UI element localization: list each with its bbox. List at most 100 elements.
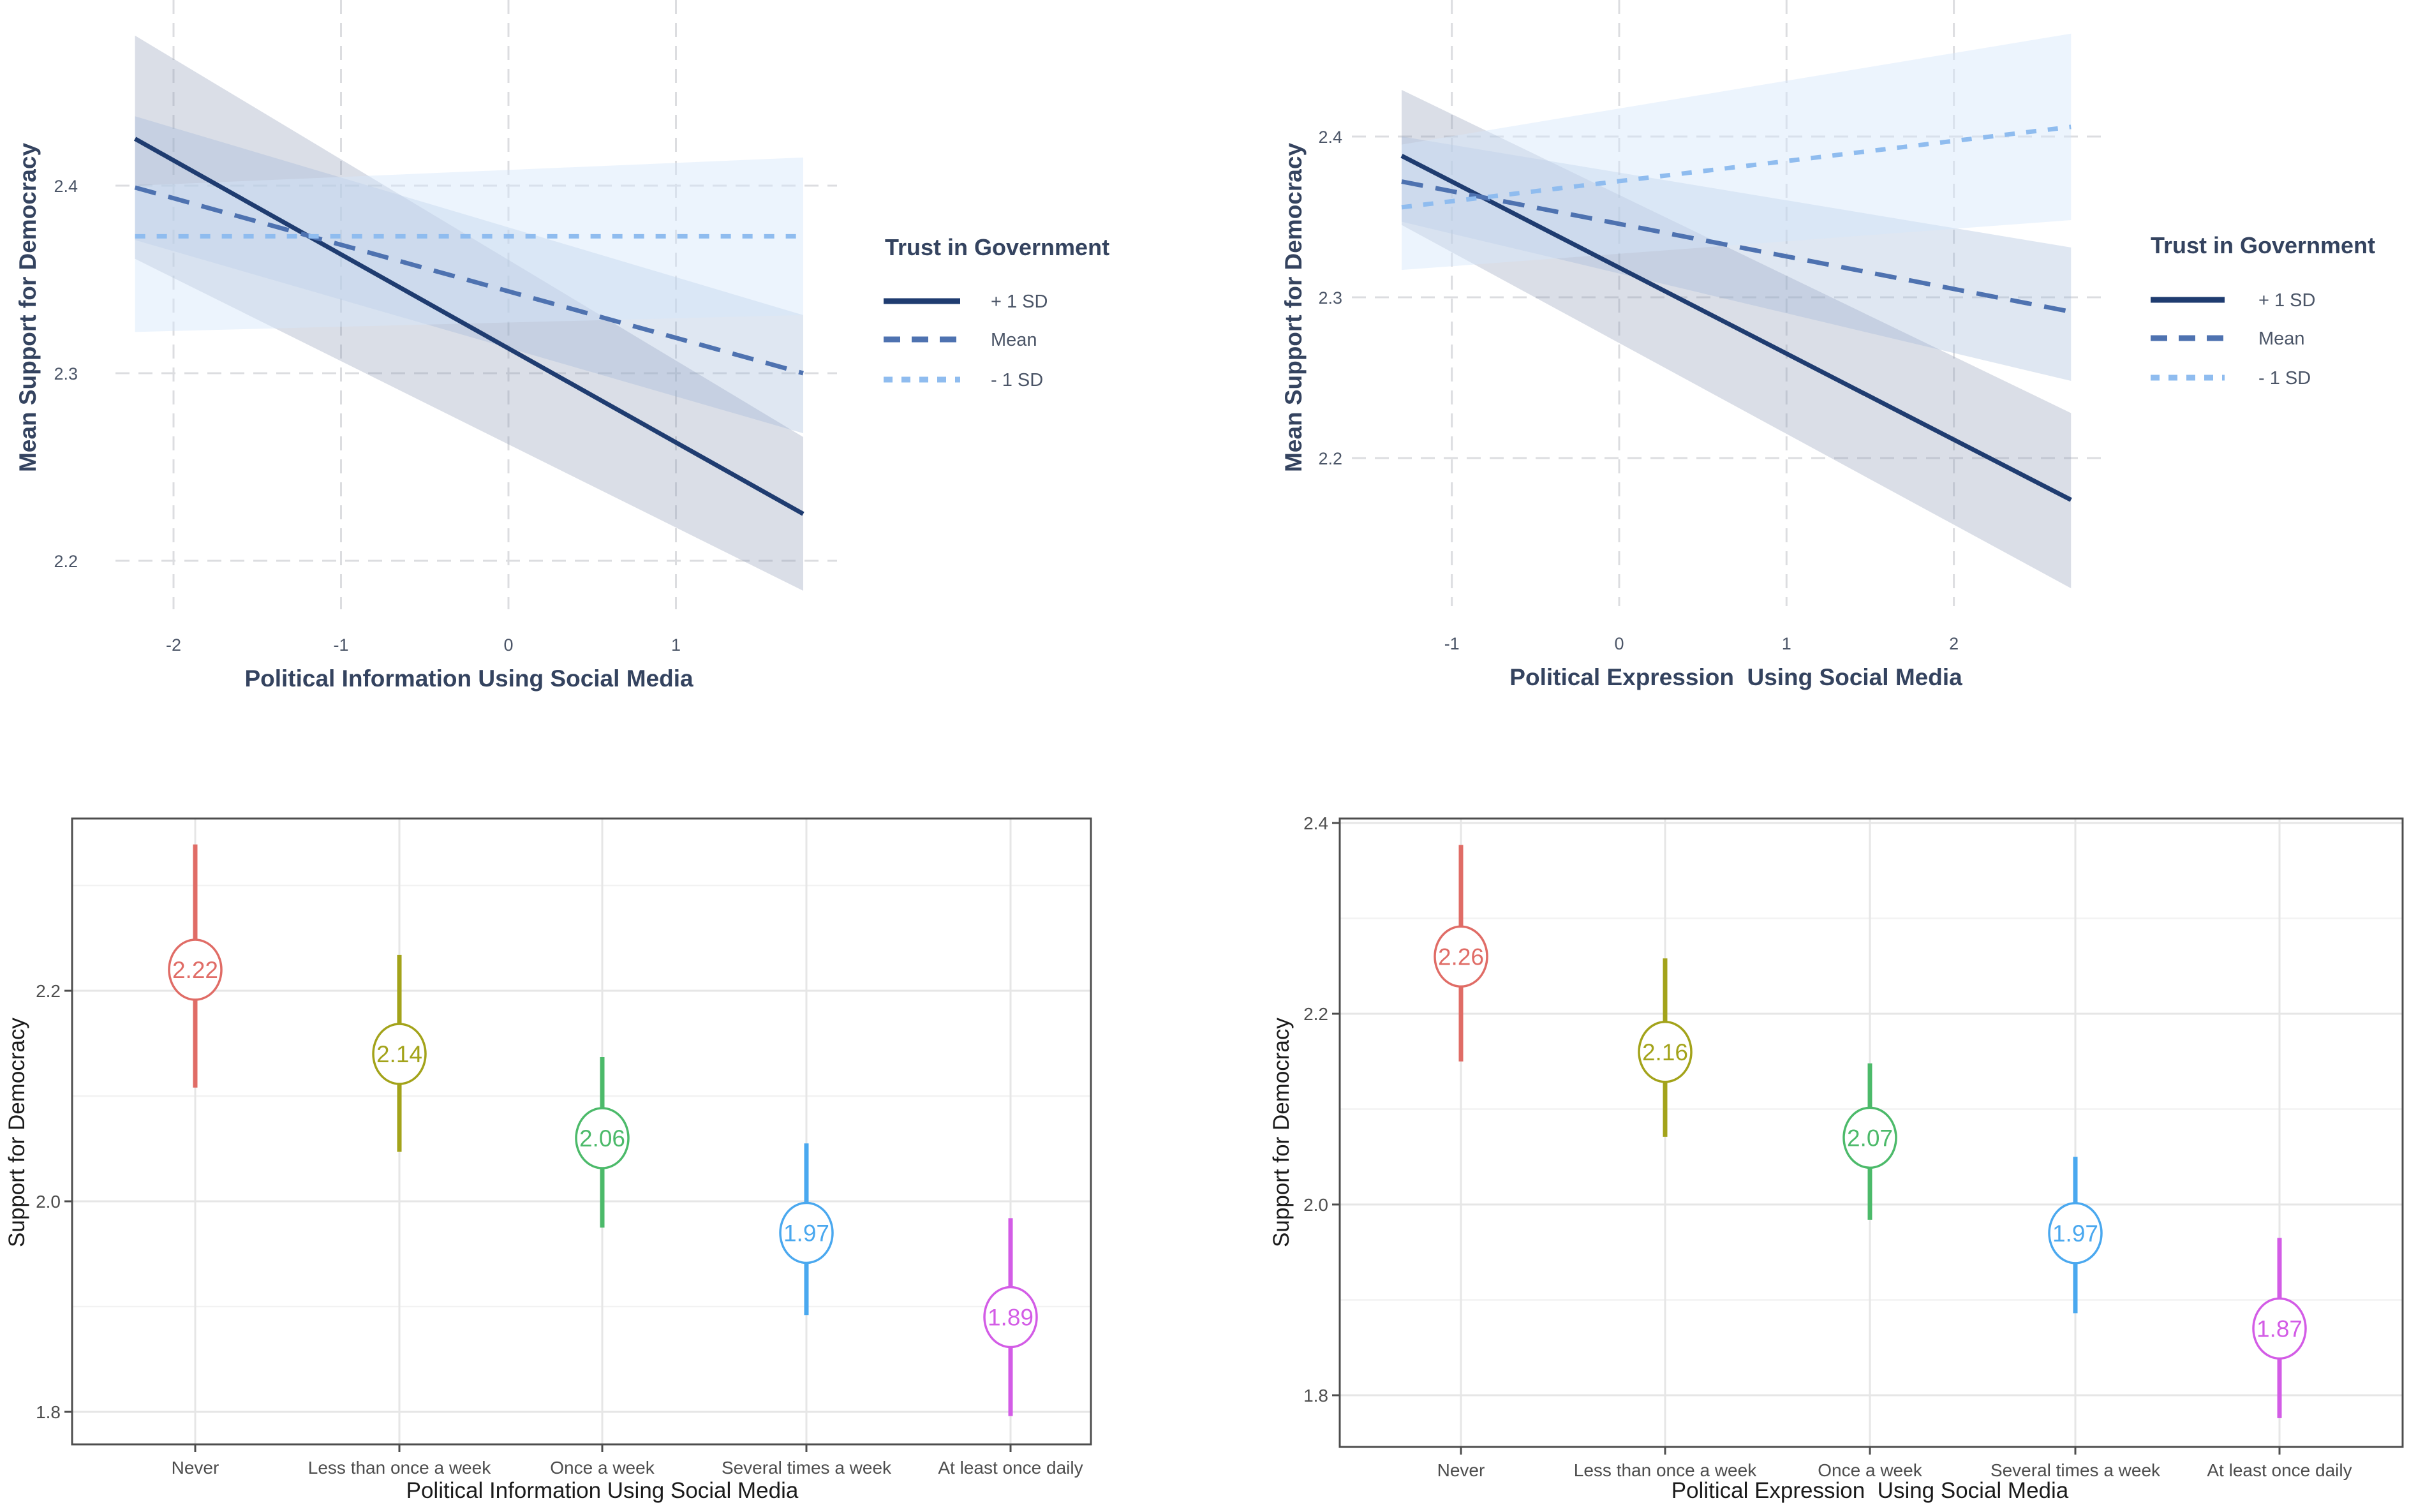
data-label: 2.16 [1642,1039,1688,1065]
legend-item-1-sd: + 1 SD [884,292,1048,312]
y-axis-title: Support for Democracy [4,1018,29,1247]
panel-political-expression-trust: -1 0 1 2 2.2 2.3 2.4 Political Expression Usi… [1280,0,2375,690]
x-tick-label: -1 [333,635,348,655]
y-tick-label: 2.4 [1303,813,1328,833]
legend-item-1-sd: - 1 SD [2151,368,2311,389]
x-axis-title: Political Expression Using Social Media [1509,664,1962,690]
panel-political-expression-frequency: 2.26 2.16 2.07 1.97 1.87 Never Less than once… [1269,813,2404,1503]
series-line-mean [1401,179,2072,315]
estimate-never: 2.22 [168,844,223,1088]
legend-label: + 1 SD [2258,290,2315,311]
gridlines [115,0,837,609]
x-tick-label: Never [1437,1460,1485,1480]
y-tick-label: 2.0 [36,1192,61,1212]
legend-label: - 1 SD [2258,368,2311,389]
x-tick-labels: Never Less than once a week Once a week Sev… [1437,1447,2352,1480]
point-marker [983,1286,1038,1349]
legend-item-1-sd: - 1 SD [884,370,1043,390]
point-marker [1434,925,1488,988]
legend: Trust in Government + 1 SD Mean - 1 SD [2151,232,2375,389]
series-lines [133,137,804,516]
series-line-1-sd [1400,154,2072,502]
y-tick-labels: 2.2 2.3 2.4 [1318,128,1342,468]
estimate-less-than-once-a-week: 2.16 [1638,958,1693,1137]
x-tick-labels: -1 0 1 2 [1444,634,1959,653]
estimate-once-a-week: 2.06 [575,1056,630,1228]
x-tick-labels: -2 -1 0 1 [166,635,681,655]
y-tick-label: 2.4 [54,177,78,196]
panel-frame [1338,817,2404,1448]
series-line-1-sd [1401,124,2072,210]
legend-label: - 1 SD [991,370,1043,390]
data-label: 2.22 [172,957,218,983]
y-axis-title: Mean Support for Democracy [1280,143,1307,472]
legend-label: + 1 SD [991,292,1048,312]
estimate-several-times-a-week: 1.97 [2048,1157,2103,1314]
x-tick-label: 0 [503,635,513,655]
y-tick-labels: 1.8 2.0 2.2 [36,981,72,1422]
y-tick-label: 2.2 [54,552,78,571]
y-axis-title: Support for Democracy [1269,1018,1294,1247]
data-label: 1.97 [2052,1220,2098,1247]
y-tick-label: 2.0 [1303,1195,1328,1215]
point-marker [2252,1297,2307,1360]
confidence-bands [135,35,803,591]
x-tick-labels: Never Less than once a week Once a week Sev… [172,1444,1083,1478]
point-marker [372,1023,427,1085]
ci-band-mean [1402,137,2072,382]
x-tick-label: Never [172,1458,219,1478]
x-tick-label: 2 [1949,634,1959,653]
estimate-less-than-once-a-week: 2.14 [372,954,427,1152]
point-marker [168,938,223,1001]
x-tick-label: Several times a week [1990,1460,2161,1480]
ci-band-1-sd [1402,89,2072,589]
point-estimates: 2.26 2.16 2.07 1.97 1.87 [1434,845,2307,1418]
y-tick-label: 2.2 [36,981,61,1001]
point-marker [779,1201,834,1264]
series-line-1-sd [133,137,804,516]
plot-border [71,817,1092,1446]
x-tick-label: At least once daily [2207,1460,2352,1480]
ci-band-mean [135,116,803,434]
plot-border [1338,817,2404,1448]
x-tick-label: 1 [671,635,681,655]
x-tick-label: Once a week [550,1458,655,1478]
series-lines [1400,124,2072,502]
x-tick-label: 1 [1782,634,1791,653]
legend: Trust in Government + 1 SD Mean - 1 SD [884,234,1109,390]
y-tick-label: 2.3 [54,364,78,383]
series-line-mean [134,185,804,376]
data-label: 2.06 [579,1125,625,1152]
legend-label: Mean [2258,329,2305,349]
y-tick-label: 2.4 [1318,128,1342,147]
data-label: 1.89 [988,1305,1034,1331]
x-tick-label: Several times a week [722,1458,892,1478]
data-label: 2.14 [376,1041,422,1067]
x-tick-label: -1 [1444,634,1460,653]
estimate-at-least-once-daily: 1.89 [983,1218,1038,1416]
x-axis-title: Political Information Using Social Media [406,1478,799,1503]
x-tick-label: Less than once a week [1574,1460,1757,1480]
point-marker [1638,1021,1693,1083]
ci-band-1-sd [135,35,803,591]
ci-band-1-sd [1402,33,2072,271]
x-tick-label: Once a week [1818,1460,1922,1480]
y-tick-label: 1.8 [1303,1386,1328,1405]
y-tick-label: 2.2 [1303,1004,1328,1024]
y-tick-labels: 2.2 2.3 2.4 [54,177,78,571]
legend-item-mean: Mean [2151,329,2305,349]
panel-political-information-trust: -2 -1 0 1 2.2 2.3 2.4 Political Information U… [15,0,1109,692]
data-label: 2.07 [1847,1125,1893,1151]
gridlines [1352,0,2101,606]
x-tick-label: At least once daily [938,1458,1083,1478]
data-label: 2.26 [1438,944,1484,970]
estimate-never: 2.26 [1434,845,1488,1062]
estimate-once-a-week: 2.07 [1842,1063,1897,1220]
y-tick-label: 2.2 [1318,449,1342,468]
y-tick-label: 2.3 [1318,288,1342,308]
x-axis-title: Political Information Using Social Media [244,665,693,692]
x-tick-label: Less than once a week [308,1458,491,1478]
data-label: 1.87 [2257,1316,2302,1342]
